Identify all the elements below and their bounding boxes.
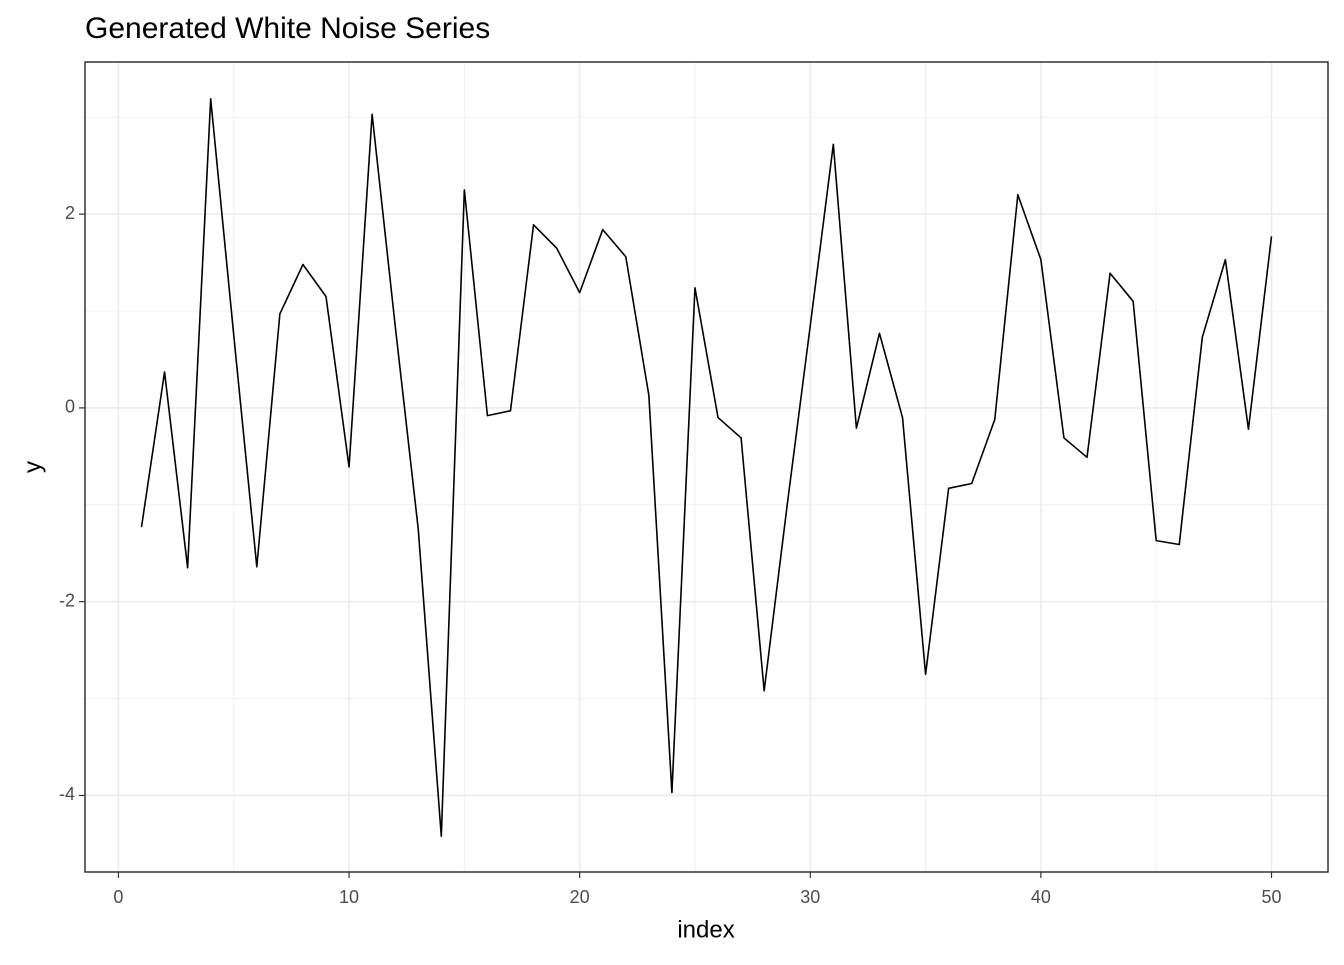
x-axis-label: index bbox=[677, 916, 734, 943]
y-axis-label: y bbox=[19, 461, 46, 473]
chart-title: Generated White Noise Series bbox=[85, 12, 490, 45]
data-line bbox=[140, 98, 1273, 837]
y-tick-label: 0 bbox=[65, 397, 75, 417]
x-tick-label: 20 bbox=[570, 887, 590, 907]
plot-panel bbox=[84, 61, 1329, 873]
x-tick-label: 40 bbox=[1031, 887, 1051, 907]
y-tick-label: 2 bbox=[65, 203, 75, 223]
x-tick-label: 50 bbox=[1261, 887, 1281, 907]
x-tick-label: 0 bbox=[113, 887, 123, 907]
y-tick-label: -2 bbox=[59, 590, 75, 610]
x-tick-label: 10 bbox=[339, 887, 359, 907]
x-tick-label: 30 bbox=[800, 887, 820, 907]
y-tick-label: -4 bbox=[59, 784, 75, 804]
